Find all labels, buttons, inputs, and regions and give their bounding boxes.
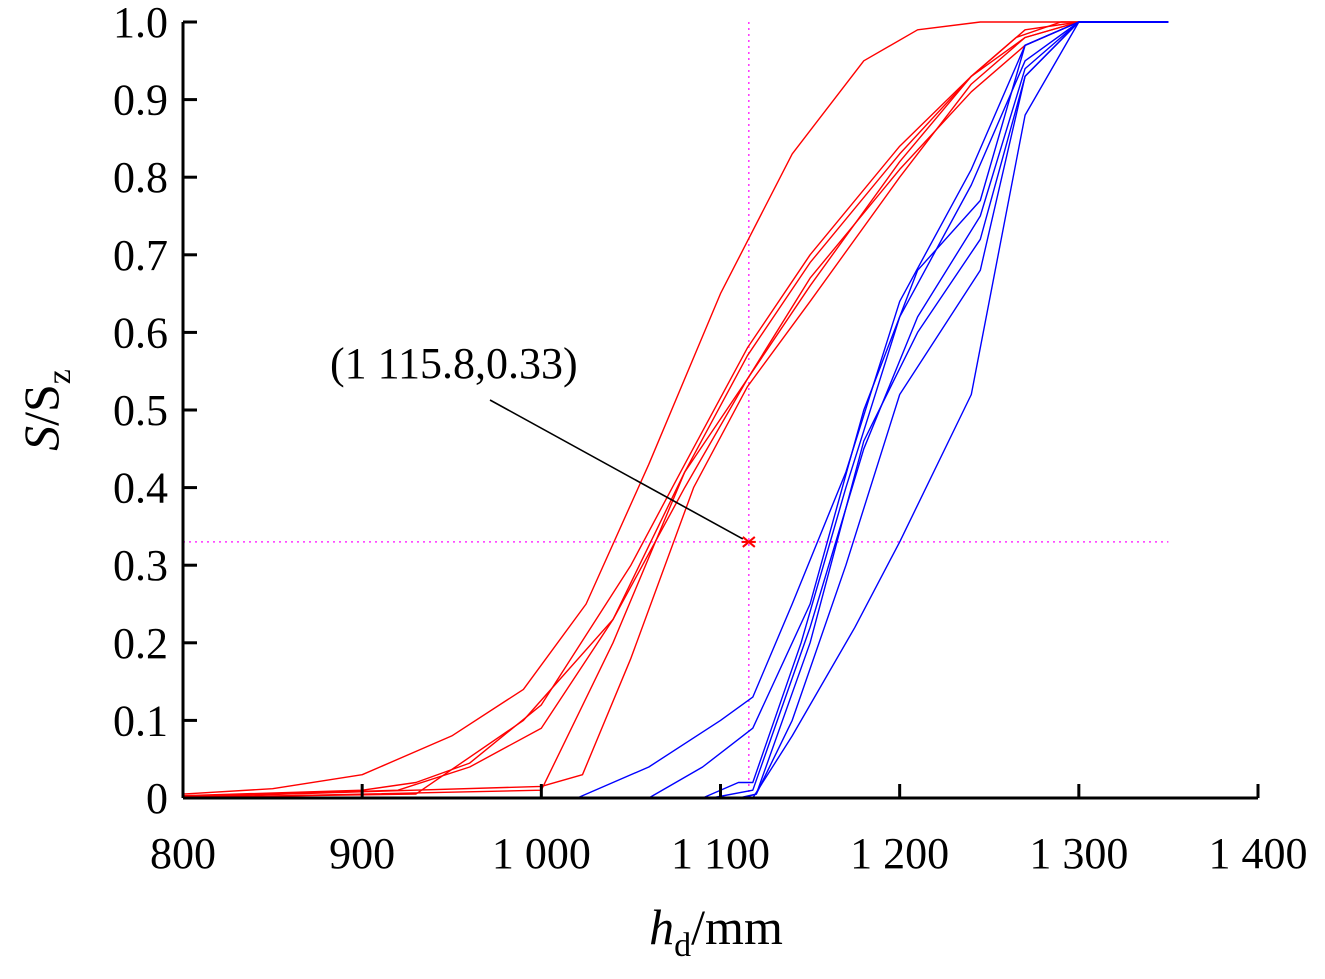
series-line-blue-7 bbox=[183, 21, 1169, 799]
y-tick-label: 0.8 bbox=[113, 153, 168, 202]
y-tick-label: 0.7 bbox=[113, 231, 168, 280]
y-tick-label: 0.6 bbox=[113, 308, 168, 357]
y-tick-label: 1.0 bbox=[113, 0, 168, 47]
x-axis-label-main: h bbox=[649, 899, 674, 955]
y-tick-label: 0.4 bbox=[113, 464, 168, 513]
x-tick-label: 1 400 bbox=[1209, 829, 1308, 878]
y-axis-label-sub: z bbox=[41, 369, 78, 384]
x-tick-label: 1 000 bbox=[492, 829, 591, 878]
x-tick-label: 900 bbox=[329, 829, 395, 878]
x-tick-label: 1 100 bbox=[671, 829, 770, 878]
x-tick-label: 1 300 bbox=[1029, 829, 1128, 878]
ticks: 800 900 1 000 1 100 1 200 1 300 1 400 0 0.1 0.2 0.… bbox=[113, 0, 1308, 878]
marker-layer bbox=[489, 399, 756, 548]
y-axis-label-main: S bbox=[13, 426, 69, 451]
x-axis-label: hd/mm bbox=[649, 899, 783, 964]
annotation-label: (1 115.8,0.33) bbox=[330, 339, 578, 388]
series-line-red-5 bbox=[182, 21, 1169, 798]
y-tick-label: 0.3 bbox=[113, 541, 168, 590]
reference-lines bbox=[183, 22, 1169, 798]
y-tick-label: 0.2 bbox=[113, 619, 168, 668]
axes bbox=[181, 22, 1258, 800]
series-line-blue-6 bbox=[183, 21, 1169, 799]
y-axis-label-slash: /S bbox=[13, 384, 69, 426]
x-tick-label: 800 bbox=[150, 829, 216, 878]
annotation-arrow bbox=[489, 399, 744, 540]
x-tick-label: 1 200 bbox=[850, 829, 949, 878]
series-line-red-6 bbox=[182, 21, 1169, 799]
y-tick-label: 0 bbox=[146, 774, 168, 823]
y-tick-label: 0.9 bbox=[113, 76, 168, 125]
series-line-red-1 bbox=[182, 21, 1169, 795]
x-axis-label-unit: /mm bbox=[691, 899, 783, 955]
series-line-blue-4 bbox=[183, 21, 1169, 799]
x-axis-label-sub: d bbox=[674, 927, 691, 964]
y-axis-label: S/Sz bbox=[13, 369, 78, 451]
point-marker bbox=[741, 536, 756, 548]
y-tick-label: 0.5 bbox=[113, 386, 168, 435]
series-line-blue-3 bbox=[183, 21, 1169, 799]
y-tick-label: 0.1 bbox=[113, 696, 168, 745]
series-line-blue-2 bbox=[183, 21, 1169, 799]
series-layer bbox=[182, 21, 1169, 799]
